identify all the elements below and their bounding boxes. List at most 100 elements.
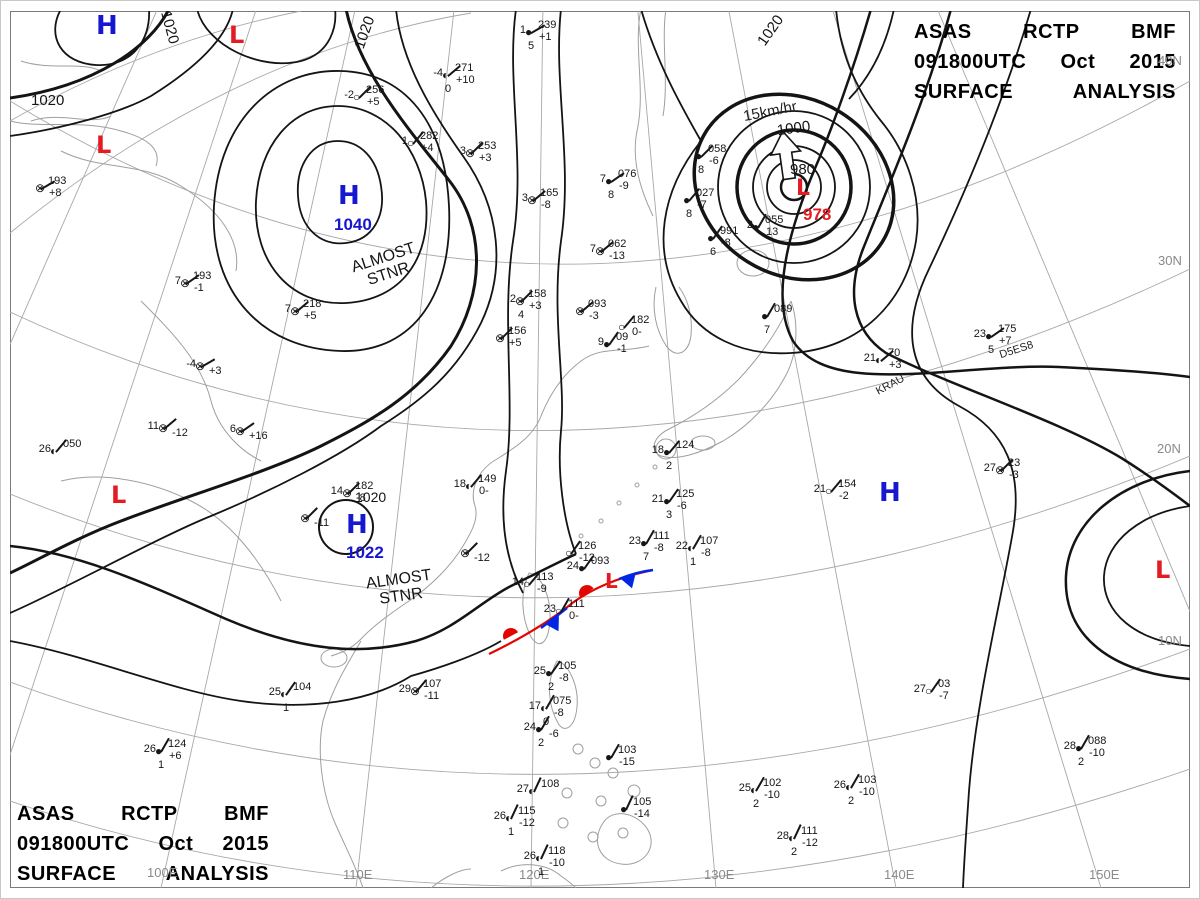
title-word: ASAS [17,803,75,825]
station-tendency: +3 [889,359,902,371]
station-symbol-icon: ● [985,329,993,343]
station-temperature: 18 [453,478,466,490]
station-tendency: -10 [1089,747,1105,759]
station-tendency: -1 [617,343,627,355]
station-temperature: 24 [566,560,579,572]
station-tendency: -2 [839,490,849,502]
station-temperature: 23 [628,535,641,547]
title-line: SURFACE ANALYSIS [17,859,269,889]
station-temperature: 7 [599,173,606,185]
low-symbol: L [229,21,245,50]
station-temperature: 25 [533,665,546,677]
station-temperature: 21 [863,352,876,364]
title-line: 091800UTC Oct 2015 [914,47,1176,77]
longitude-label: 140E [884,867,915,882]
station-pressure: 105 [633,796,652,808]
station-pressure: 088 [1088,735,1107,747]
station-symbol-icon: ● [535,722,543,736]
station-pressure: 115 [518,805,536,817]
station-temperature: 7 [174,275,181,287]
station-symbol-icon: ⊗ [342,486,352,500]
station-symbol-icon: ◐ [505,811,513,825]
title-word: SURFACE [914,81,1014,103]
station-temperature: 7 [589,243,596,255]
station-pressure: 09 [616,331,629,343]
station-extra: 3 [666,509,673,521]
station-pressure: 093 [588,298,607,310]
station-symbol-icon: ● [707,231,715,245]
station-symbol-icon: ● [603,337,611,351]
station-symbol-icon: ● [761,309,769,323]
station-extra: 7 [643,551,650,563]
station-temperature: 2 [746,219,753,231]
station-tendency: -8 [721,237,731,249]
station-pressure: 118 [548,845,566,857]
longitude-label: 110E [343,867,373,882]
station-tendency: -11 [424,690,440,702]
station-temperature: 18 [651,444,664,456]
low-symbol: L [796,175,811,201]
pressure-value: 1040 [334,215,372,234]
station-pressure: 089 [774,303,793,315]
station-tendency: -6 [549,728,559,740]
station-tendency: +8 [49,187,62,199]
station-pressure: 126 [578,540,597,552]
station-tendency: -15 [619,756,635,768]
station-pressure: 107 [423,678,442,690]
station-symbol-icon: ⊗ [158,421,168,435]
station-tendency: 13 [766,226,779,238]
station-symbol-icon: ● [1075,741,1083,755]
station-temperature: 23 [973,328,986,340]
title-line: SURFACE ANALYSIS [914,77,1176,107]
station-extra: 2 [1078,756,1085,768]
station-pressure: 062 [608,238,627,250]
station-symbol-icon: ◐ [845,780,853,794]
station-tendency: +4 [421,142,434,154]
station-extra: 1 [538,866,545,878]
title-word: ANALYSIS [165,863,269,885]
station-symbol-icon: ⊗ [35,181,45,195]
station-symbol-icon: ○ [353,90,361,104]
station-pressure: 218 [303,298,322,310]
station-symbol-icon: ○ [825,484,833,498]
chart-title-top-right: ASAS RCTP BMF 091800UTC Oct 2015 SURFACE ANALYS… [914,17,1176,107]
title-word: RCTP [121,803,178,825]
station-symbol-icon: ⊗ [575,304,585,318]
title-word: RCTP [1023,21,1080,43]
station-pressure: 113 [536,571,554,583]
station-symbol-icon: ● [545,666,553,680]
coastline-layer [10,11,797,888]
station-temperature: 26 [833,779,846,791]
station-tendency: +5 [367,96,380,108]
station-temperature: 26 [38,443,51,455]
station-temperature: 28 [776,830,789,842]
station-temperature: 17 [528,700,541,712]
station-tendency: -12 [172,427,188,439]
station-temperature: 14 [511,576,524,588]
station-temperature: 21 [813,483,826,495]
station-symbol-icon: ⊗ [527,193,537,207]
longitude-label: 150E [1089,867,1120,882]
low-symbol: L [605,569,618,593]
station-pressure: 050 [63,438,82,450]
station-symbol-icon: ⊗ [300,511,310,525]
station-temperature: 23 [543,603,556,615]
station-pressure: 154 [838,478,857,490]
station-tendency: +6 [169,750,182,762]
station-extra: 8 [608,189,615,201]
low-symbol: L [111,481,127,510]
station-temperature: 25 [738,782,751,794]
isobar-layer [10,11,1190,888]
station-symbol-icon: ◐ [750,783,758,797]
warm-front-semicircle [579,585,594,598]
station-temperature: 22 [675,540,688,552]
station-symbol-icon: ◐ [540,701,548,715]
station-tendency: 0- [632,326,642,338]
longitude-label: 100E [147,865,178,880]
low-symbol: L [1155,556,1171,585]
station-temperature: 27 [913,683,926,695]
station-tendency: -12 [474,552,490,564]
title-line: ASAS RCTP BMF [17,799,269,829]
station-temperature: 28 [1063,740,1076,752]
front-layer [488,129,803,655]
